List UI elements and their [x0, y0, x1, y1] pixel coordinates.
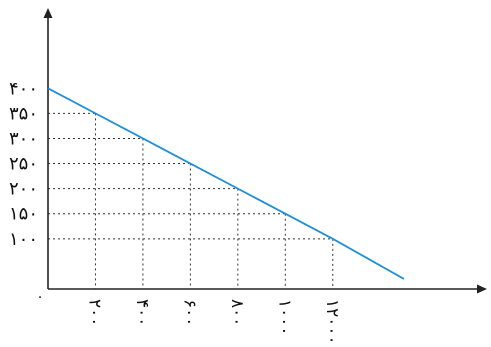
- y-tick-labels: ۱۰۰ ۱۵۰ ۲۰۰ ۲۵۰ ۳۰۰ ۳۵۰ ۴۰۰: [9, 78, 38, 250]
- y-tick-label-4: ۲۵۰: [9, 154, 38, 175]
- origin-label: ۰: [36, 289, 44, 305]
- y-tick-label-5: ۳۰۰: [9, 128, 38, 149]
- x-tick-label-6: ۱۲۰۰۰: [322, 299, 342, 345]
- x-tick-label-3: ۶۰۰: [179, 299, 199, 326]
- y-tick-label-7: ۴۰۰: [9, 78, 38, 99]
- x-axis-arrow: [477, 284, 487, 294]
- y-tick-label-6: ۳۵۰: [9, 103, 38, 124]
- x-tick-label-2: ۴۰۰: [132, 299, 152, 326]
- y-tick-label-2: ۱۵۰: [9, 204, 38, 225]
- y-tick-label-3: ۲۰۰: [9, 179, 38, 200]
- x-tick-label-1: ۲۰۰: [84, 299, 104, 326]
- axes: [43, 8, 487, 294]
- x-tick-label-5: ۱۰۰۰: [274, 299, 294, 336]
- y-axis-arrow: [43, 8, 53, 18]
- series-line-1: [47, 87, 405, 280]
- x-tick-label-4: ۸۰۰: [227, 299, 247, 326]
- guide-lines: [48, 112, 334, 289]
- series-group: [47, 87, 405, 280]
- x-tick-labels: ۲۰۰ ۴۰۰ ۶۰۰ ۸۰۰ ۱۰۰۰ ۱۲۰۰۰: [84, 299, 341, 345]
- y-tick-label-1: ۱۰۰: [9, 229, 38, 250]
